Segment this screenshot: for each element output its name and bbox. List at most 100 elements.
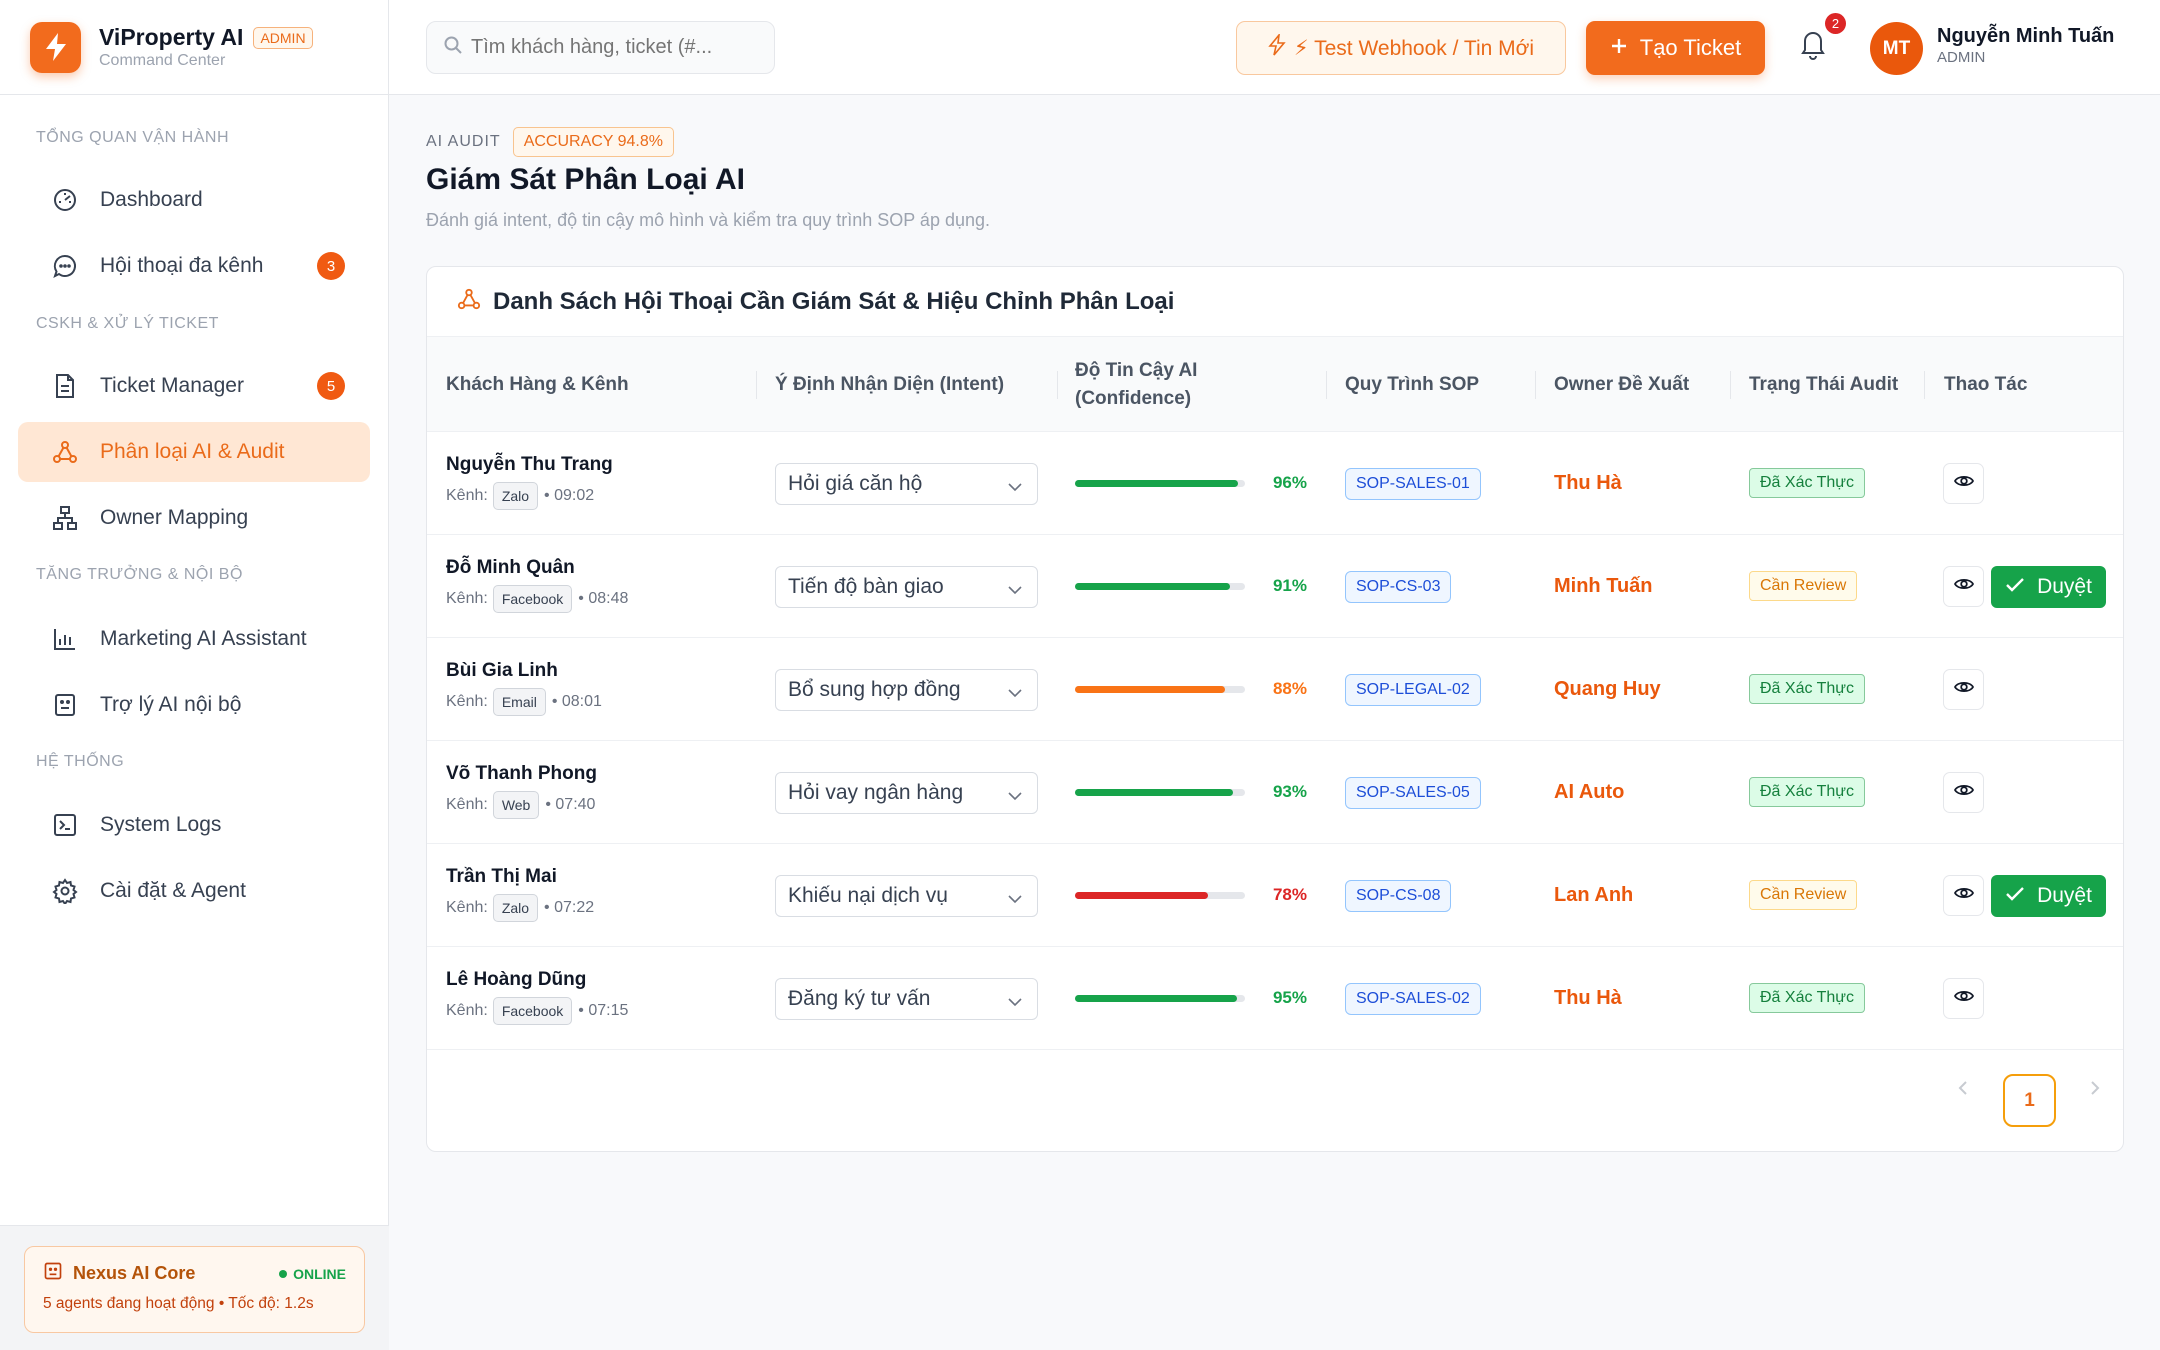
column-divider <box>1730 371 1731 399</box>
sidebar-item-label: Marketing AI Assistant <box>100 627 307 650</box>
ai-core-status-card: Nexus AI Core ONLINE 5 agents đang hoạt … <box>24 1246 365 1333</box>
sidebar-item-owner-mapping[interactable]: Owner Mapping <box>18 488 370 548</box>
approve-button[interactable]: Duyệt <box>1991 566 2106 608</box>
channel-badge: Zalo <box>492 482 539 510</box>
brand: ViProperty AI ADMIN Command Center <box>0 0 388 95</box>
sidebar-item-marketing-ai[interactable]: Marketing AI Assistant <box>18 609 370 669</box>
sop-badge: SOP-CS-03 <box>1345 571 1452 603</box>
sidebar-item-ai-audit[interactable]: Phân loại AI & Audit <box>18 422 370 482</box>
customer-name[interactable]: Nguyễn Thu Trang <box>446 454 613 475</box>
view-button[interactable] <box>1943 978 1984 1019</box>
table-row: Võ Thanh Phong Kênh: Web • 07:40 Hỏi vay ngâ… <box>427 741 2123 844</box>
brand-name: ViProperty AI <box>99 24 244 50</box>
channel-badge: Zalo <box>492 894 539 922</box>
column-divider <box>756 371 757 399</box>
section-title-system: HỆ THỐNG <box>36 753 125 770</box>
bar-chart-icon <box>52 626 78 652</box>
audit-table-card: Danh Sách Hội Thoại Cần Giám Sát & Hiệu … <box>426 266 2124 1152</box>
message-time: • 07:22 <box>544 899 595 916</box>
channel-badge: Web <box>492 791 540 819</box>
column-header-confidence: Độ Tin Cậy AI (Confidence) <box>1075 337 1197 432</box>
confidence-percent: 91% <box>1272 576 1307 595</box>
intent-select[interactable]: Khiếu nại dịch vụ <box>775 875 1038 917</box>
column-header-confidence-line2: (Confidence) <box>1075 387 1192 409</box>
confidence-bar-fill <box>1075 686 1225 693</box>
status-badge: Cần Review <box>1749 880 1858 910</box>
intent-select[interactable]: Bổ sung hợp đồng <box>775 669 1038 711</box>
search-box[interactable] <box>426 21 775 74</box>
customer-meta: Kênh: Web • 07:40 <box>446 791 595 819</box>
chat-icon <box>52 253 78 279</box>
sidebar-item-system-logs[interactable]: System Logs <box>18 795 370 855</box>
confidence-bar-fill <box>1075 583 1230 590</box>
channel-label: Kênh: <box>446 693 488 710</box>
intent-value: Hỏi vay ngân hàng <box>788 781 964 804</box>
ticket-count-badge: 5 <box>317 372 345 400</box>
gauge-icon <box>52 187 78 213</box>
confidence-bar <box>1075 892 1245 899</box>
intent-value: Đăng ký tư vấn <box>788 987 931 1010</box>
lightning-logo-icon <box>30 21 81 73</box>
customer-name[interactable]: Đỗ Minh Quân <box>446 557 575 578</box>
document-icon <box>52 373 78 399</box>
customer-name[interactable]: Võ Thanh Phong <box>446 763 597 784</box>
table-row: Nguyễn Thu Trang Kênh: Zalo • 09:02 Hỏi giá … <box>427 432 2123 535</box>
column-divider <box>1057 371 1058 399</box>
customer-name[interactable]: Trần Thị Mai <box>446 866 557 887</box>
intent-select[interactable]: Đăng ký tư vấn <box>775 978 1038 1020</box>
eye-icon <box>1953 989 1974 1008</box>
status-dot-icon <box>279 1269 288 1278</box>
test-webhook-button[interactable]: ⚡ Test Webhook / Tin Mới <box>1236 21 1566 75</box>
pagination-page-current[interactable]: 1 <box>2003 1074 2056 1127</box>
search-input[interactable] <box>471 36 761 59</box>
channel-label: Kênh: <box>446 899 488 916</box>
sop-badge: SOP-LEGAL-02 <box>1345 674 1481 706</box>
intent-select[interactable]: Hỏi giá căn hộ <box>775 463 1038 505</box>
intent-select[interactable]: Tiến độ bàn giao <box>775 566 1038 608</box>
approve-button[interactable]: Duyệt <box>1991 875 2106 917</box>
page-description: Đánh giá intent, độ tin cậy mô hình và k… <box>426 210 990 230</box>
avatar[interactable]: MT <box>1870 22 1923 75</box>
sidebar-item-settings[interactable]: Cài đặt & Agent <box>18 861 370 921</box>
sidebar-item-label: Cài đặt & Agent <box>100 879 246 902</box>
sidebar-item-conversations[interactable]: Hội thoại đa kênh 3 <box>18 236 370 296</box>
sidebar-item-label: Hội thoại đa kênh <box>100 254 264 277</box>
chevron-down-icon <box>1007 889 1023 913</box>
intent-value: Tiến độ bàn giao <box>788 575 944 598</box>
intent-select[interactable]: Hỏi vay ngân hàng <box>775 772 1038 814</box>
suggested-owner: Lan Anh <box>1554 884 1634 906</box>
suggested-owner: Thu Hà <box>1554 472 1622 494</box>
chevron-right-icon[interactable] <box>2087 1080 2103 1101</box>
chevron-left-icon[interactable] <box>1955 1080 1971 1101</box>
customer-name[interactable]: Bùi Gia Linh <box>446 660 558 681</box>
user-name: Nguyễn Minh Tuấn <box>1937 25 2115 47</box>
create-ticket-button[interactable]: Tạo Ticket <box>1586 21 1765 75</box>
eye-icon <box>1953 886 1974 905</box>
message-time: • 07:15 <box>578 1002 629 1019</box>
view-button[interactable] <box>1943 875 1984 916</box>
view-button[interactable] <box>1943 566 1984 607</box>
suggested-owner: Minh Tuấn <box>1554 575 1653 597</box>
page-eyebrow: AI AUDIT ACCURACY 94.8% <box>426 127 674 157</box>
view-button[interactable] <box>1943 669 1984 710</box>
sidebar-item-label: Ticket Manager <box>100 374 244 397</box>
eye-icon <box>1953 783 1974 802</box>
confidence-percent: 93% <box>1272 782 1307 801</box>
chevron-down-icon <box>1007 992 1023 1016</box>
section-title-overview: TỔNG QUAN VẬN HÀNH <box>36 129 230 146</box>
sidebar-item-label: System Logs <box>100 813 222 836</box>
sidebar-item-internal-assistant[interactable]: Trợ lý AI nội bộ <box>18 675 370 735</box>
sidebar-item-dashboard[interactable]: Dashboard <box>18 170 370 230</box>
sidebar-item-ticket-manager[interactable]: Ticket Manager 5 <box>18 356 370 416</box>
status-badge: Cần Review <box>1749 571 1858 601</box>
view-button[interactable] <box>1943 772 1984 813</box>
customer-name[interactable]: Lê Hoàng Dũng <box>446 969 587 990</box>
channel-label: Kênh: <box>446 796 488 813</box>
view-button[interactable] <box>1943 463 1984 504</box>
bell-icon[interactable] <box>1799 28 1835 64</box>
channel-badge: Facebook <box>492 585 573 613</box>
user-role: ADMIN <box>1937 49 1986 66</box>
sop-badge: SOP-CS-08 <box>1345 880 1452 912</box>
hierarchy-icon <box>52 505 78 531</box>
status-badge: Đã Xác Thực <box>1749 777 1866 807</box>
